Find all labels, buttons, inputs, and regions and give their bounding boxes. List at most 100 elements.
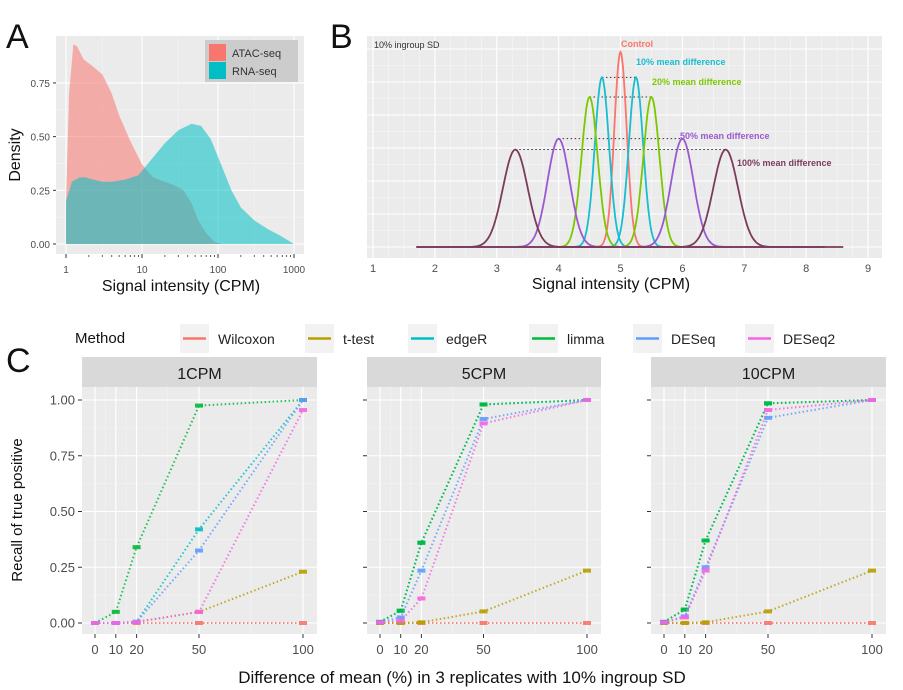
data-point-t-test	[680, 621, 689, 625]
panel-a-y-axis-label: Density	[7, 128, 24, 181]
panel-c-x-axis-label: Difference of mean (%) in 3 replicates w…	[238, 668, 686, 687]
panel-c-recall-plot: Method Wilcoxon t-test edgeR limma DESeq DESe…	[9, 324, 886, 687]
data-point-deseq	[396, 615, 405, 620]
panel-a-x-tick-label: 10	[136, 265, 148, 276]
data-point-wilcoxon	[868, 621, 876, 625]
legend-swatch-rna-seq	[209, 62, 226, 79]
facet-x-tick-label: 20	[129, 642, 143, 657]
facet-x-tick-label: 50	[761, 642, 775, 657]
data-point-t-test	[396, 621, 405, 625]
data-point-deseq2	[91, 621, 99, 625]
facet-x-tick-label: 100	[292, 642, 314, 657]
panel-a-legend: ATAC-seq RNA-seq	[205, 40, 298, 82]
data-point-deseq	[764, 415, 772, 420]
legend-label-atac-seq: ATAC-seq	[232, 48, 281, 60]
panel-b-x-tick-label: 1	[370, 263, 376, 275]
data-point-limma	[417, 540, 426, 545]
panel-a-y-tick-label: 0.25	[31, 186, 51, 197]
facet-x-tick-label: 10	[678, 642, 692, 657]
panel-label-b: B	[330, 18, 353, 56]
panel-c-legend-title: Method	[75, 330, 125, 347]
data-point-deseq	[299, 398, 307, 402]
data-point-deseq2	[299, 408, 307, 413]
facet-y-tick-label: 0.75	[50, 448, 75, 463]
panel-b-plot-background	[367, 36, 882, 258]
panel-b-x-tick-label: 4	[556, 263, 562, 275]
legend-label-rna-seq: RNA-seq	[232, 66, 277, 78]
panel-a-y-tick-label: 0.75	[31, 79, 51, 90]
data-point-deseq2	[583, 398, 591, 402]
data-point-wilcoxon	[195, 621, 203, 625]
facet-x-tick-label: 100	[576, 642, 598, 657]
panel-a-x-axis-label: Signal intensity (CPM)	[102, 278, 260, 295]
facet-10cpm: 10CPM 0 10 20 50 100	[647, 357, 886, 657]
facet-x-tick-label: 100	[861, 642, 883, 657]
data-point-t-test	[868, 568, 876, 573]
facet-strip	[651, 357, 886, 387]
data-point-limma	[195, 403, 203, 408]
panel-a-x-tick-label: 1000	[283, 265, 306, 276]
facet-x-tick-label: 20	[698, 642, 712, 657]
legend-item-t-test: t-test	[305, 324, 374, 353]
legend-label-limma: limma	[567, 331, 605, 347]
panel-a-areas	[66, 44, 294, 244]
data-point-limma	[132, 545, 141, 550]
panel-b-x-tick-label: 9	[865, 263, 871, 275]
data-point-deseq2	[396, 618, 405, 623]
data-point-deseq2	[376, 620, 384, 625]
data-point-wilcoxon	[764, 621, 772, 625]
legend-label-t-test: t-test	[343, 331, 374, 347]
facet-x-tick-label: 0	[660, 642, 667, 657]
panel-b-sd-annotation: 10% ingroup SD	[374, 40, 440, 50]
data-point-deseq2	[132, 619, 141, 624]
panel-b-x-tick-label: 8	[803, 263, 809, 275]
panel-b-curves	[416, 49, 844, 248]
data-point-deseq2	[868, 398, 876, 402]
legend-item-wilcoxon: Wilcoxon	[180, 324, 275, 353]
panel-a-density-plot: 0.00 0.25 0.50 0.75 1 10 100 1000 Density Signa…	[7, 36, 306, 295]
legend-item-limma: limma	[529, 324, 605, 353]
data-point-deseq2	[680, 615, 689, 620]
facet-x-tick-label: 0	[91, 642, 98, 657]
panel-b-x-tick-label: 2	[432, 263, 438, 275]
data-point-t-test	[583, 568, 591, 573]
panel-b-x-tick-label: 6	[679, 263, 685, 275]
curve-label-10-mean-difference: 10% mean difference	[636, 57, 726, 67]
facet-strip	[82, 357, 317, 387]
panel-b-dotted-guides	[515, 76, 726, 150]
legend-swatch-atac-seq	[209, 44, 226, 61]
panel-b-curve-labels: Control 10% mean difference 20% mean diffe…	[621, 39, 832, 168]
legend-item-deseq: DESeq	[633, 324, 715, 353]
data-point-t-test	[479, 609, 488, 614]
data-point-limma	[396, 608, 405, 613]
panel-a-y-tick-label: 0.50	[31, 133, 51, 144]
data-point-limma	[111, 609, 120, 614]
series-line-limma	[94, 399, 304, 624]
series-line-deseq2	[379, 399, 588, 624]
data-point-deseq2	[195, 609, 203, 614]
panel-b-x-tick-label: 7	[741, 263, 747, 275]
panel-label-c: C	[6, 342, 31, 380]
data-point-deseq2	[417, 596, 426, 601]
legend-label-edger: edgeR	[446, 331, 487, 347]
facet-strip-label: 5CPM	[462, 366, 506, 383]
data-point-deseq2	[660, 620, 668, 625]
facet-strip	[367, 357, 601, 387]
data-point-limma	[701, 538, 710, 543]
curve-label-50-mean-difference: 50% mean difference	[680, 131, 770, 141]
facet-y-tick-label: 0.50	[50, 504, 75, 519]
data-point-t-test	[701, 620, 710, 625]
data-point-deseq	[417, 568, 426, 573]
series-line-limma	[379, 399, 588, 623]
series-line-deseq2	[95, 409, 304, 624]
series-line-deseq	[663, 399, 873, 624]
data-point-wilcoxon	[299, 621, 307, 625]
series-line-deseq	[95, 399, 304, 624]
legend-label-deseq: DESeq	[671, 331, 715, 347]
data-point-t-test	[417, 620, 426, 625]
panel-label-a: A	[6, 18, 29, 56]
data-point-t-test	[299, 569, 307, 574]
curve-label-100-mean-difference: 100% mean difference	[737, 158, 832, 168]
facet-y-tick-label: 0.00	[50, 616, 75, 631]
